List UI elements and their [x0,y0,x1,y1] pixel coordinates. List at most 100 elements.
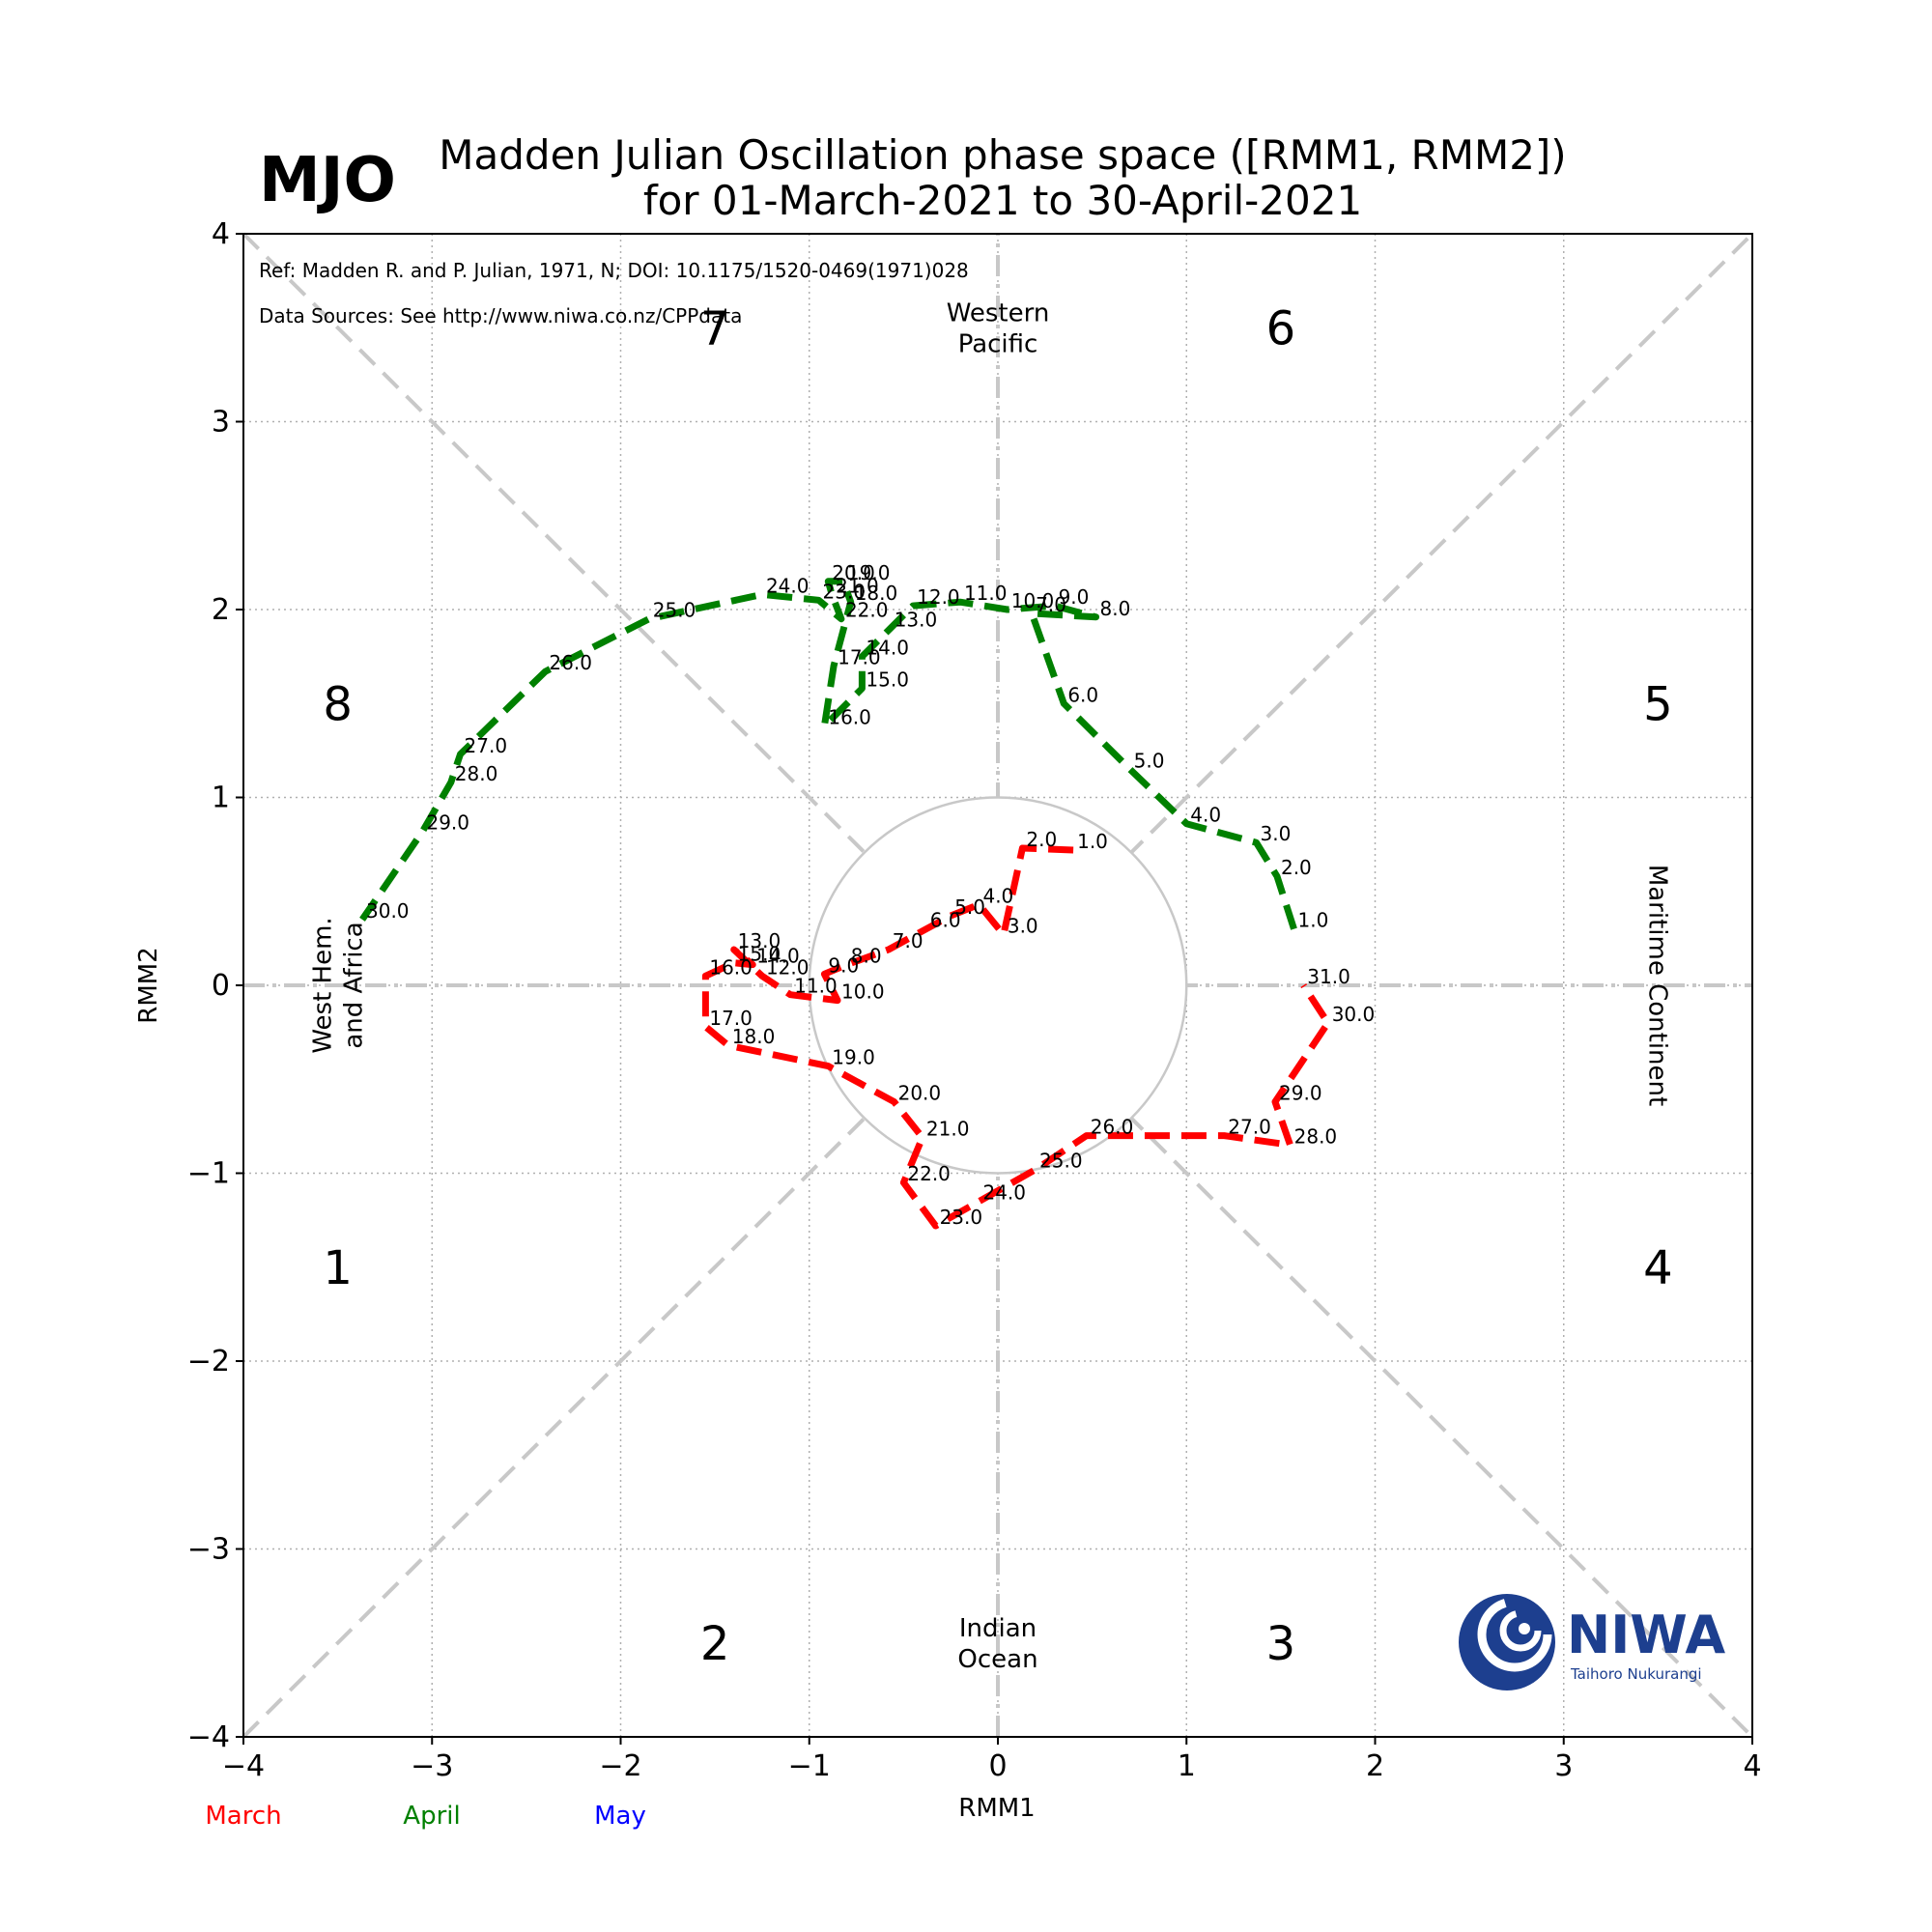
point-label-march: 8.0 [851,945,882,968]
point-label-april: 8.0 [1100,597,1131,620]
point-label-april: 29.0 [426,811,469,835]
point-label-april: 25.0 [653,599,696,622]
point-label-april: 19.0 [847,561,891,584]
point-label-march: 26.0 [1091,1116,1134,1139]
series-line-march [701,844,1332,1230]
point-label-april: 1.0 [1298,909,1329,932]
point-label-march: 17.0 [709,1007,753,1030]
point-label-march: 23.0 [940,1206,983,1229]
region-label-line: Ocean [957,1645,1037,1674]
point-label-april: 27.0 [465,734,508,757]
point-label-april: 11.0 [964,582,1008,605]
chart-title: Madden Julian Oscillation phase space ([… [439,131,1566,179]
region-label: Maritime Continent [1642,865,1671,1106]
point-label-march: 28.0 [1294,1124,1338,1148]
phase-number: 1 [323,1241,353,1295]
point-label-march: 9.0 [828,953,859,977]
phase-number: 6 [1266,301,1296,355]
y-tick-label: 2 [212,593,230,627]
axes: −4 −3 −2 −1 0 1 2 3 4 −4 −3 −2 −1 0 1 2 3 4 [187,217,1762,1783]
region-label-line: and Africa [340,922,369,1048]
reference-note: Ref: Madden R. and P. Julian, 1971, N; D… [259,259,969,282]
data-sources-note: Data Sources: See http://www.niwa.co.nz/… [259,304,742,327]
niwa-logo-tagline: Taihoro Nukurangi [1570,1665,1702,1683]
y-tick-label: 3 [212,406,230,440]
x-tick-label: 2 [1366,1749,1384,1783]
niwa-logo-text: NIWA [1567,1605,1725,1665]
y-tick-label: 4 [212,217,230,251]
point-label-march: 6.0 [930,909,961,932]
y-tick-label: −1 [187,1157,230,1191]
phase-number: 8 [323,677,353,731]
point-label-march: 30.0 [1332,1003,1376,1026]
mjo-badge: MJO [259,145,396,216]
point-label-april: 4.0 [1190,804,1221,827]
point-label-march: 27.0 [1228,1116,1271,1139]
point-label-march: 7.0 [893,929,923,952]
point-label-april: 30.0 [366,899,410,923]
region-label: West Hem. and Africa [309,917,369,1053]
point-label-april: 15.0 [866,668,909,692]
y-tick-label: 0 [212,969,230,1003]
point-label-april: 16.0 [828,706,871,729]
niwa-swirl-icon [1459,1594,1555,1690]
point-label-april: 10.0 [1011,589,1055,612]
point-label-march: 1.0 [1077,830,1108,853]
point-label-april: 5.0 [1134,749,1165,772]
point-label-march: 10.0 [841,980,885,1004]
point-label-march: 5.0 [954,895,985,919]
phase-number: 3 [1266,1617,1296,1671]
point-label-march: 11.0 [794,975,838,998]
x-tick-label: 1 [1178,1749,1196,1783]
point-label-april: 24.0 [766,574,810,597]
x-axis-label: RMM1 [958,1794,1035,1823]
month-legend: March April May [205,1802,646,1831]
point-label-april: 21.0 [836,574,879,597]
point-label-march: 31.0 [1307,965,1350,988]
phase-number: 5 [1643,677,1673,731]
point-label-march: 22.0 [907,1162,951,1185]
point-label-april: 7.0 [1036,593,1066,616]
point-label-march: 3.0 [1008,914,1038,937]
point-label-april: 12.0 [917,585,960,609]
region-label-line: Pacific [958,329,1038,358]
point-label-march: 12.0 [766,955,810,979]
y-tick-label: −4 [187,1720,230,1754]
point-label-april: 2.0 [1281,856,1312,879]
y-tick-label: 1 [212,781,230,815]
region-label-line: Western [947,298,1050,327]
unit-circle [808,796,1188,1175]
region-label-line: Maritime Continent [1642,865,1671,1106]
point-label-april: 28.0 [455,762,498,785]
month-legend-march: March [205,1802,281,1831]
phase-number: 4 [1643,1241,1673,1295]
point-label-april: 13.0 [895,608,938,631]
x-tick-label: 3 [1554,1749,1573,1783]
x-tick-label: 0 [988,1749,1007,1783]
y-tick-label: −3 [187,1533,230,1567]
point-label-march: 18.0 [732,1025,776,1048]
point-label-march: 21.0 [926,1118,970,1141]
point-label-march: 16.0 [709,955,753,979]
point-label-march: 2.0 [1026,828,1057,851]
chart-subtitle: for 01-March-2021 to 30-April-2021 [643,177,1362,224]
niwa-logo: NIWA Taihoro Nukurangi [1459,1594,1725,1690]
month-legend-april: April [403,1802,460,1831]
region-label-line: Indian [959,1614,1037,1643]
point-label-march: 4.0 [982,884,1013,907]
point-label-march: 13.0 [738,929,781,952]
x-tick-label: −4 [222,1749,265,1783]
x-tick-label: −2 [599,1749,641,1783]
point-label-march: 15.0 [738,943,781,966]
point-label-march: 19.0 [832,1046,875,1069]
point-label-april: 17.0 [838,645,881,668]
point-label-april: 6.0 [1067,683,1098,706]
point-label-march: 29.0 [1279,1082,1322,1105]
phase-number: 2 [700,1617,730,1671]
x-tick-label: −3 [411,1749,453,1783]
point-label-april: 14.0 [866,637,909,660]
point-label-march: 14.0 [756,945,800,968]
